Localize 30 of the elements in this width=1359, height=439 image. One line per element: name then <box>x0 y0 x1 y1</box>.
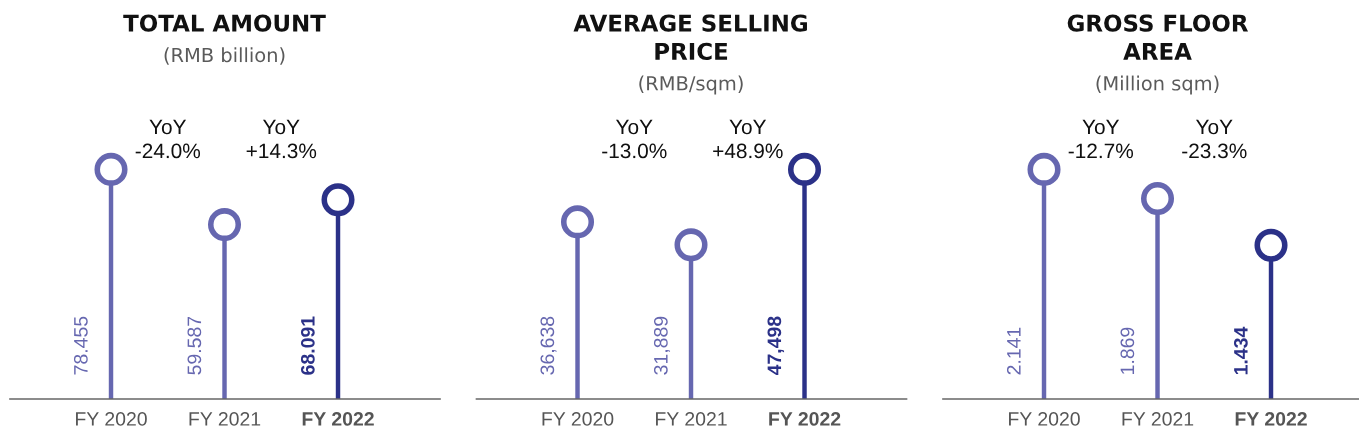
x-tick-label: FY 2022 <box>769 412 841 426</box>
text: YoY +14.3% <box>246 119 317 159</box>
chart-title: AVERAGE SELLING PRICE <box>573 14 807 61</box>
chart-title: TOTAL AMOUNT <box>123 14 326 32</box>
x-tick-label: FY 2021 <box>1122 412 1194 426</box>
text: YoY -23.3% <box>1182 119 1247 159</box>
chart-subtitle: (RMB billion) <box>164 47 285 65</box>
chart-title: GROSS FLOOR AREA <box>1067 14 1249 60</box>
chart-subtitle: (Million sqm) <box>1096 75 1219 95</box>
data-label: 36,638 <box>540 316 557 375</box>
data-label: 31,889 <box>653 316 671 375</box>
data-label: 68.091 <box>300 316 315 375</box>
text: YoY +48.9% <box>713 119 783 159</box>
data-label: 2.141 <box>1006 327 1021 375</box>
x-tick-label: FY 2021 <box>189 412 261 426</box>
data-label: 1.869 <box>1120 327 1135 374</box>
x-tick-label: FY 2020 <box>542 412 614 426</box>
x-tick-label: FY 2022 <box>302 412 374 426</box>
chart-subtitle: (RMB/sqm) <box>639 75 743 95</box>
x-tick-label: FY 2022 <box>1235 412 1307 426</box>
x-tick-label: FY 2021 <box>656 412 727 426</box>
data-label: 1.434 <box>1233 326 1248 375</box>
x-tick-label: FY 2020 <box>76 412 147 426</box>
data-label: 59.587 <box>187 316 202 375</box>
x-tick-label: FY 2020 <box>1009 412 1080 426</box>
text: YoY -12.7% <box>1068 119 1134 159</box>
text: YoY -13.0% <box>602 119 667 159</box>
text: YoY -24.0% <box>135 119 201 159</box>
data-label: 47,498 <box>767 316 785 376</box>
data-label: 78.455 <box>73 316 88 375</box>
